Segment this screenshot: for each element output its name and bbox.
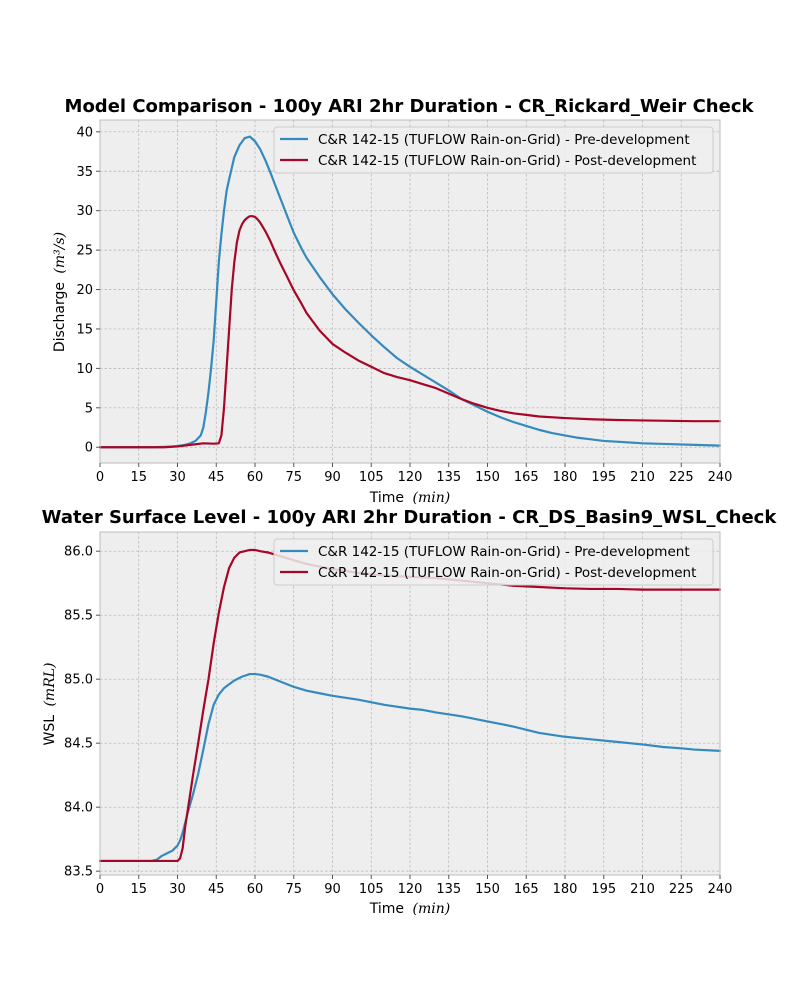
x-tick-label: 150 [475, 882, 500, 897]
x-tick-label: 90 [324, 882, 341, 897]
x-tick-label: 180 [553, 470, 578, 485]
y-tick-label: 83.5 [64, 865, 93, 880]
x-tick-label: 195 [591, 470, 616, 485]
legend-label-post: C&R 142-15 (TUFLOW Rain-on-Grid) - Post-… [318, 153, 696, 169]
y-tick-label: 35 [76, 165, 93, 180]
y-axis-label: WSL (mRL) [42, 662, 58, 745]
y-tick-label: 20 [76, 283, 93, 298]
series-layer [98, 548, 722, 863]
y-tick-label: 85.0 [64, 673, 93, 688]
x-tick-label: 225 [669, 882, 694, 897]
wsl-chart: Water Surface Level - 100y ARI 2hr Durat… [42, 507, 778, 917]
x-axis-label-text: Time [369, 490, 404, 506]
x-axis-unit: (min) [413, 901, 451, 917]
x-tick-label: 120 [398, 470, 423, 485]
x-ticks: 0 15 30 45 60 75 90 105 120 135 150 165 180 195 210 225… [96, 875, 733, 897]
y-ticks: 0 5 10 15 20 25 30 35 40 [76, 125, 100, 456]
y-axis-unit: (mRL) [42, 662, 58, 706]
chart-title: Water Surface Level - 100y ARI 2hr Durat… [42, 507, 778, 528]
x-axis-label-text: Time [369, 901, 404, 917]
x-tick-label: 0 [96, 882, 104, 897]
y-axis-label-text: Discharge [52, 282, 68, 352]
series-line-pre-development [98, 672, 722, 863]
y-ticks: 83.5 84.0 84.5 85.0 85.5 86.0 [64, 545, 100, 880]
x-tick-label: 30 [169, 882, 186, 897]
chart-title: Model Comparison - 100y ARI 2hr Duration… [65, 96, 755, 117]
legend-label-pre: C&R 142-15 (TUFLOW Rain-on-Grid) - Pre-d… [318, 132, 690, 148]
x-tick-label: 75 [285, 882, 302, 897]
x-tick-label: 105 [359, 470, 384, 485]
x-tick-label: 75 [285, 470, 302, 485]
discharge-chart: Model Comparison - 100y ARI 2hr Duration… [52, 96, 754, 506]
x-tick-label: 90 [324, 470, 341, 485]
legend-box [273, 538, 714, 586]
y-tick-label: 25 [76, 244, 93, 259]
y-tick-label: 0 [85, 441, 93, 456]
x-axis-unit: (min) [413, 490, 451, 506]
x-tick-label: 165 [514, 470, 539, 485]
y-tick-label: 5 [85, 401, 93, 416]
legend-box [273, 126, 714, 174]
x-tick-label: 120 [398, 882, 423, 897]
x-tick-label: 60 [247, 882, 264, 897]
x-tick-label: 45 [208, 470, 225, 485]
x-ticks: 0 15 30 45 60 75 90 105 120 135 150 165 180 195 210 225… [96, 463, 733, 485]
series-line-post-development [98, 548, 722, 863]
y-axis-label: Discharge (m³/s) [52, 232, 68, 352]
series-line-post-development [98, 215, 722, 449]
x-tick-label: 240 [708, 470, 733, 485]
y-tick-label: 30 [76, 204, 93, 219]
x-tick-label: 210 [630, 470, 655, 485]
x-tick-label: 225 [669, 470, 694, 485]
x-tick-label: 240 [708, 882, 733, 897]
legend-label-pre: C&R 142-15 (TUFLOW Rain-on-Grid) - Pre-d… [318, 544, 690, 560]
x-tick-label: 135 [436, 882, 461, 897]
x-tick-label: 15 [130, 470, 147, 485]
y-tick-label: 84.0 [64, 801, 93, 816]
y-tick-label: 40 [76, 125, 93, 140]
x-tick-label: 45 [208, 882, 225, 897]
x-tick-label: 165 [514, 882, 539, 897]
x-tick-label: 30 [169, 470, 186, 485]
x-tick-label: 105 [359, 882, 384, 897]
y-axis-label-text: WSL [42, 715, 58, 746]
x-axis-label: Time (min) [369, 490, 450, 506]
x-tick-label: 135 [436, 470, 461, 485]
y-tick-label: 84.5 [64, 737, 93, 752]
x-tick-label: 60 [247, 470, 264, 485]
x-tick-label: 210 [630, 882, 655, 897]
x-tick-label: 180 [553, 882, 578, 897]
legend: C&R 142-15 (TUFLOW Rain-on-Grid) - Pre-d… [273, 538, 714, 586]
x-tick-label: 15 [130, 882, 147, 897]
y-tick-label: 15 [76, 322, 93, 337]
y-axis-unit: (m³/s) [52, 232, 68, 274]
x-tick-label: 0 [96, 470, 104, 485]
legend-label-post: C&R 142-15 (TUFLOW Rain-on-Grid) - Post-… [318, 565, 696, 581]
y-tick-label: 85.5 [64, 609, 93, 624]
x-axis-label: Time (min) [369, 901, 450, 917]
x-tick-label: 195 [591, 882, 616, 897]
y-tick-label: 10 [76, 362, 93, 377]
series-line-pre-development [98, 135, 722, 449]
series-layer [98, 135, 722, 449]
y-tick-label: 86.0 [64, 545, 93, 560]
legend: C&R 142-15 (TUFLOW Rain-on-Grid) - Pre-d… [273, 126, 714, 174]
x-tick-label: 150 [475, 470, 500, 485]
